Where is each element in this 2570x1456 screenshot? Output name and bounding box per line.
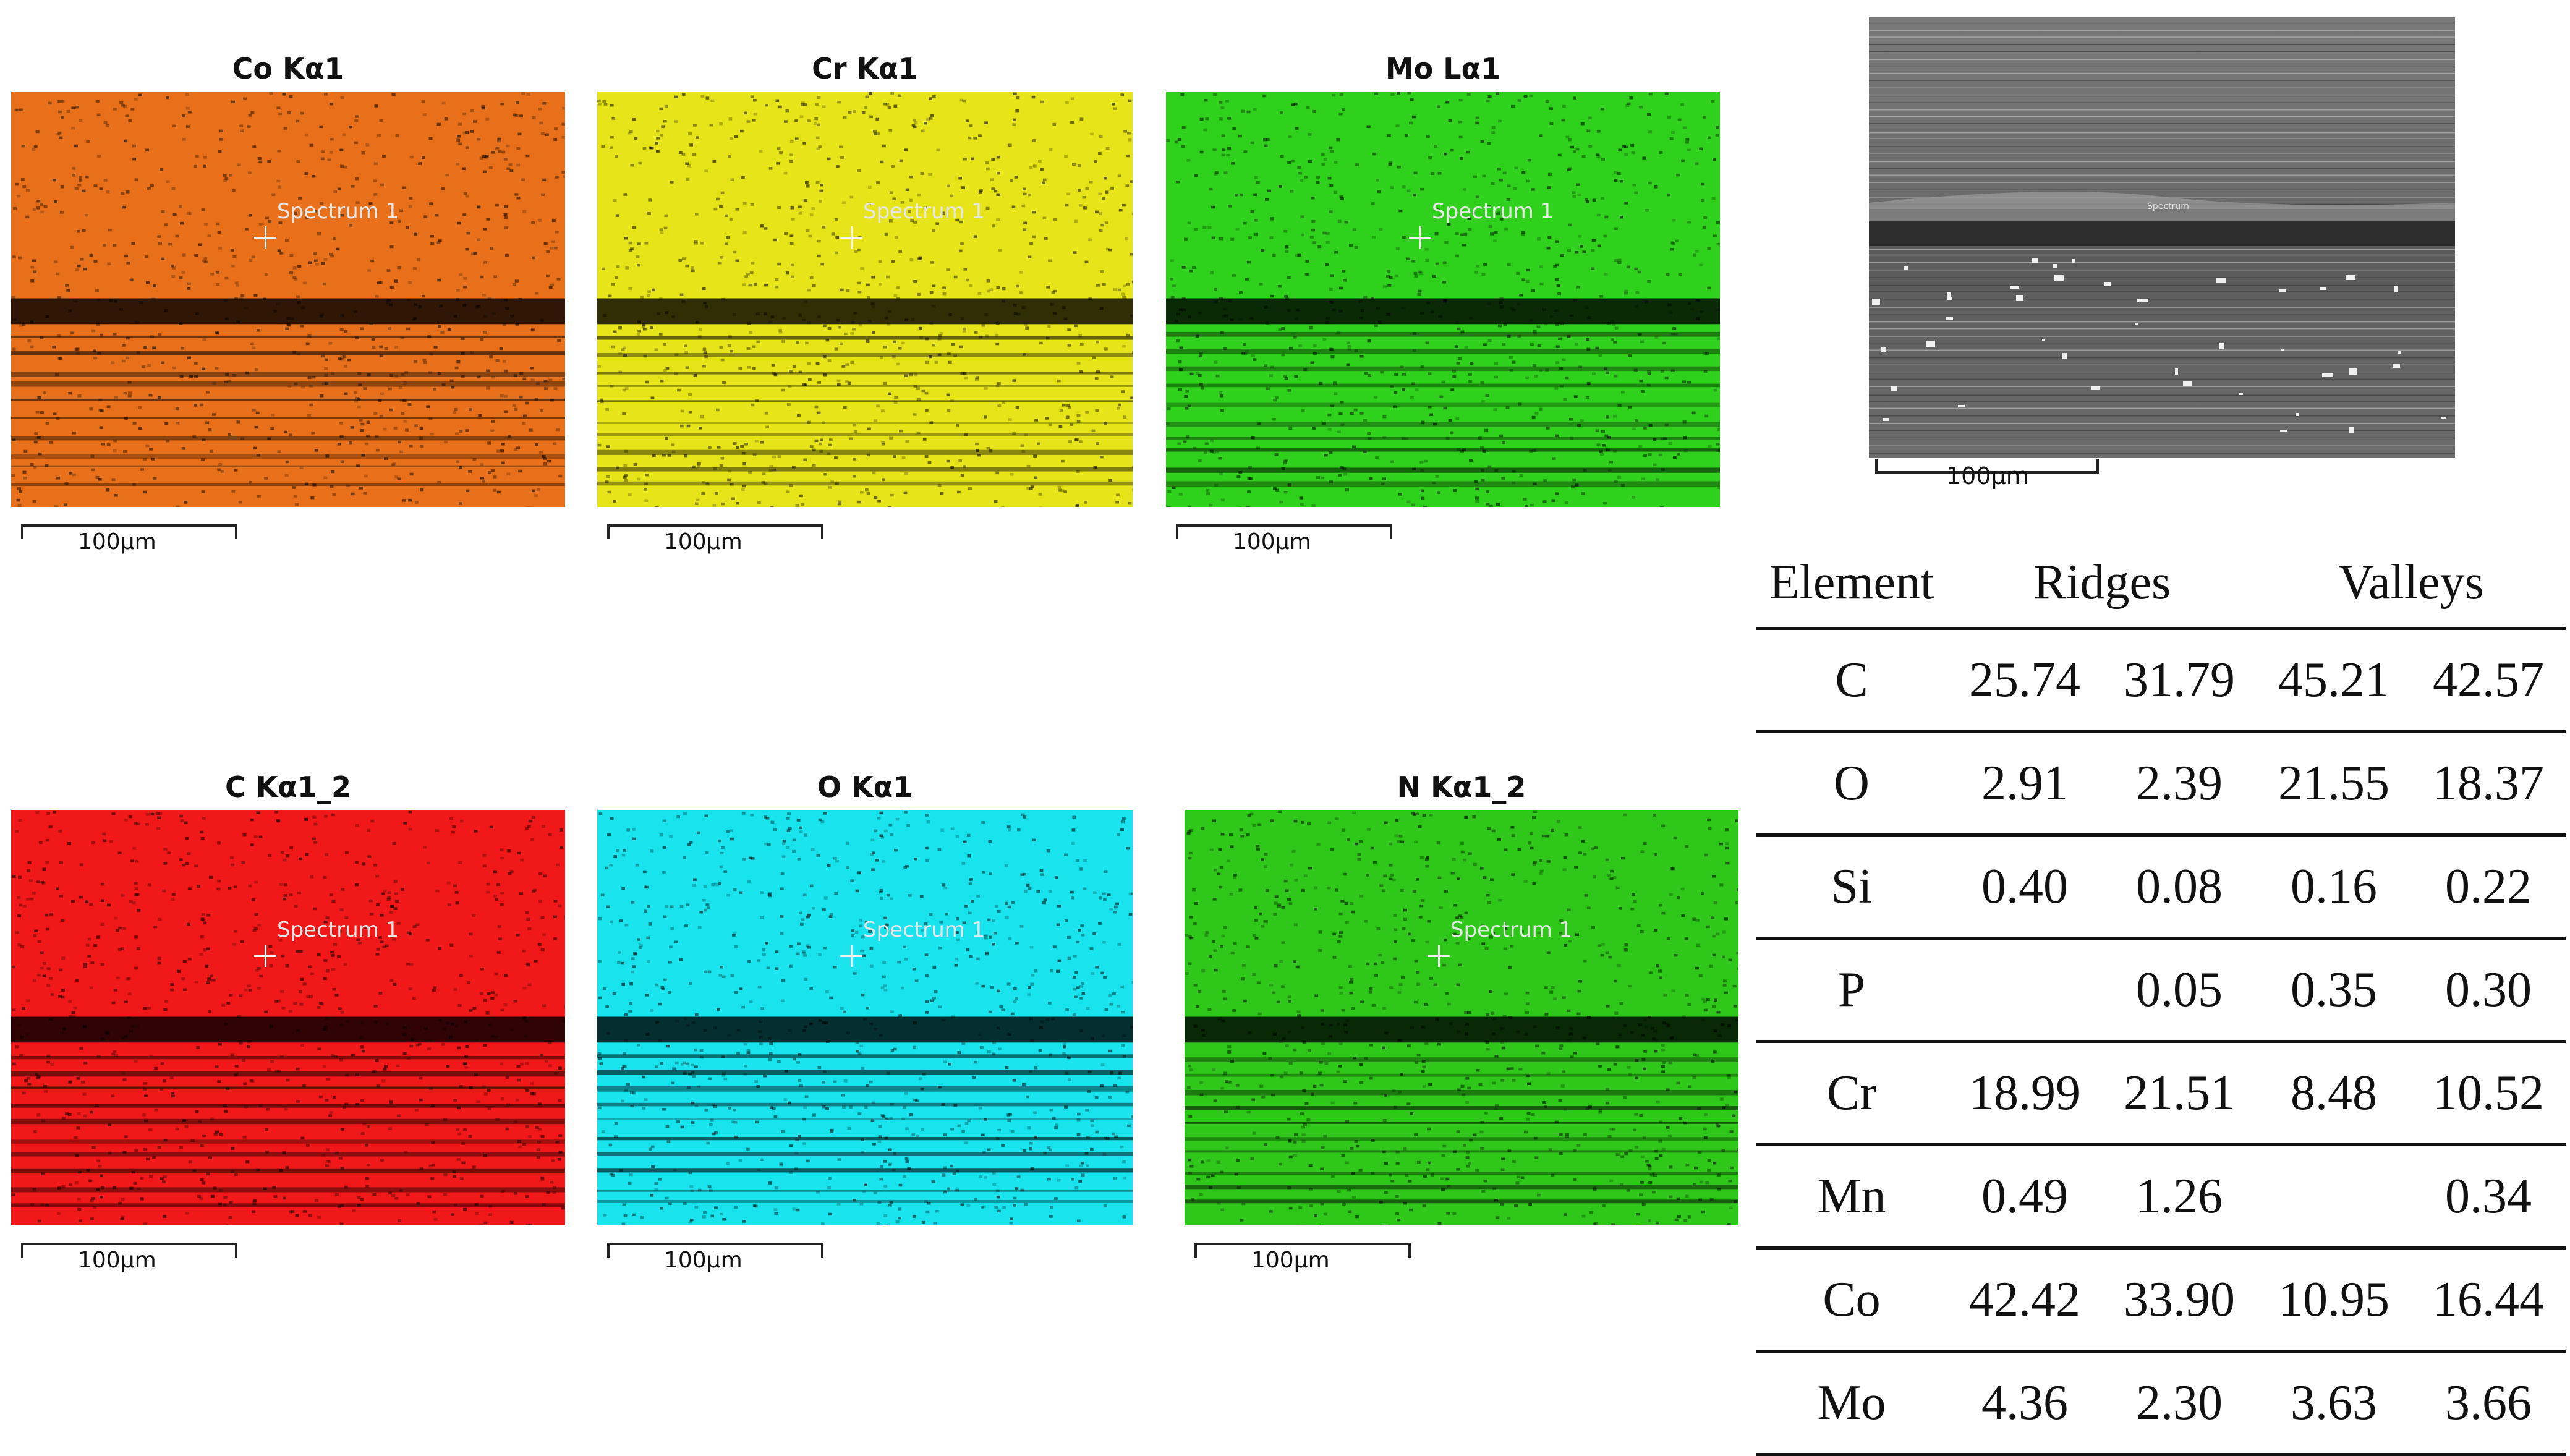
eds-map-cr: Cr Kα1 Spectrum 1 100µm [597, 52, 1133, 547]
cell-value: 10.95 [2257, 1248, 2411, 1352]
scale-label: 100µm [78, 1248, 156, 1273]
eds-map-mo: Mo Lα1 Spectrum 1 100µm [1166, 52, 1720, 547]
cell-value: 45.21 [2257, 629, 2411, 732]
eds-map-image [1166, 92, 1720, 507]
spectrum-label: Spectrum 1 [277, 917, 399, 942]
eds-map-image [1185, 810, 1738, 1225]
cell-element: Co [1756, 1248, 1947, 1352]
cell-value [1947, 939, 2102, 1042]
cell-value: 0.35 [2257, 939, 2411, 1042]
cell-value: 42.57 [2411, 629, 2566, 732]
cell-value: 31.79 [2102, 629, 2257, 732]
cell-value: 0.16 [2257, 835, 2411, 939]
cell-element: O [1756, 732, 1947, 835]
cell-value: 33.90 [2102, 1248, 2257, 1352]
cell-value: 10.52 [2411, 1042, 2566, 1145]
cell-value: 0.08 [2102, 835, 2257, 939]
eds-map-o: O Kα1 Spectrum 1 100µm [597, 770, 1133, 1265]
scale-label: 100µm [1233, 529, 1311, 555]
table-header-row: Element Ridges Valleys [1756, 538, 2566, 629]
spectrum-crosshair-icon [254, 945, 276, 967]
cell-value: 21.51 [2102, 1042, 2257, 1145]
cell-value: 21.55 [2257, 732, 2411, 835]
eds-map-c: C Kα1_2 Spectrum 1 100µm [11, 770, 565, 1265]
cell-value [2257, 1145, 2411, 1248]
map-title: C Kα1_2 [11, 770, 565, 804]
map-title: Co Kα1 [11, 52, 565, 85]
cell-value: 42.42 [1947, 1248, 2102, 1352]
spectrum-label: Spectrum 1 [863, 199, 985, 224]
scale-label: 100µm [78, 529, 156, 555]
cell-value: 2.30 [2102, 1352, 2257, 1455]
spectrum-crosshair-icon [1428, 945, 1450, 967]
cell-value: 0.40 [1947, 835, 2102, 939]
scale-label: 100µm [664, 1248, 742, 1273]
cell-value: 0.22 [2411, 835, 2566, 939]
eds-map-image [597, 92, 1133, 507]
cell-element: C [1756, 629, 1947, 732]
cell-value: 1.26 [2102, 1145, 2257, 1248]
eds-map-co: Co Kα1 Spectrum 1 100µm [11, 52, 565, 547]
cell-value: 2.39 [2102, 732, 2257, 835]
cell-element: Cr [1756, 1042, 1947, 1145]
map-title: O Kα1 [597, 770, 1133, 804]
cell-value: 18.37 [2411, 732, 2566, 835]
map-title: Mo Lα1 [1166, 52, 1720, 85]
header-valleys: Valleys [2257, 538, 2566, 629]
sem-scale-label: 100µm [1946, 462, 2029, 490]
spectrum-crosshair-icon [254, 226, 276, 249]
map-title: Cr Kα1 [597, 52, 1133, 85]
eds-map-image [11, 810, 565, 1225]
map-title: N Kα1_2 [1185, 770, 1738, 804]
cell-value: 8.48 [2257, 1042, 2411, 1145]
sem-image: Spectrum [1869, 17, 2455, 458]
cell-element: Mn [1756, 1145, 1947, 1248]
eds-map-image [11, 92, 565, 507]
spectrum-label: Spectrum 1 [277, 199, 399, 224]
scale-label: 100µm [664, 529, 742, 555]
cell-element: Mo [1756, 1352, 1947, 1455]
cell-value: 3.63 [2257, 1352, 2411, 1455]
eds-map-image [597, 810, 1133, 1225]
header-element: Element [1756, 538, 1947, 629]
cell-value: 2.91 [1947, 732, 2102, 835]
eds-map-n: N Kα1_2 Spectrum 1 100µm [1185, 770, 1738, 1265]
cell-element: P [1756, 939, 1947, 1042]
spectrum-crosshair-icon [840, 945, 862, 967]
cell-value: 0.34 [2411, 1145, 2566, 1248]
spectrum-crosshair-icon [1409, 226, 1431, 249]
cell-value: 0.30 [2411, 939, 2566, 1042]
spectrum-label: Spectrum 1 [1432, 199, 1554, 224]
cell-value: 25.74 [1947, 629, 2102, 732]
header-ridges: Ridges [1947, 538, 2257, 629]
cell-value: 16.44 [2411, 1248, 2566, 1352]
spectrum-label: Spectrum 1 [1450, 917, 1572, 942]
sem-spectrum-label: Spectrum [2147, 202, 2189, 211]
cell-value: 3.66 [2411, 1352, 2566, 1455]
cell-value: 0.49 [1947, 1145, 2102, 1248]
cell-value: 18.99 [1947, 1042, 2102, 1145]
cell-value: 4.36 [1947, 1352, 2102, 1455]
cell-value: 0.05 [2102, 939, 2257, 1042]
scale-label: 100µm [1251, 1248, 1330, 1273]
cell-element: Si [1756, 835, 1947, 939]
spectrum-label: Spectrum 1 [863, 917, 985, 942]
spectrum-crosshair-icon [840, 226, 862, 249]
